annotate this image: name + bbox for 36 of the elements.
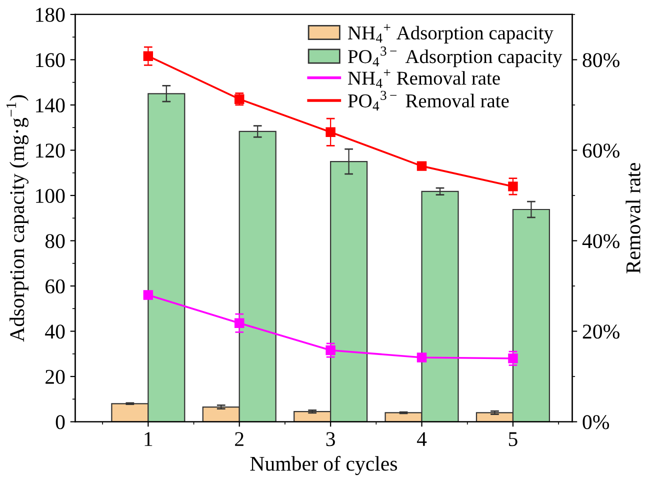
point	[234, 318, 244, 328]
point	[416, 352, 427, 362]
y2-tick-label: 80%	[582, 53, 620, 68]
y-tick-label: 0	[56, 415, 65, 430]
y-tick-label: 60	[46, 279, 65, 294]
point	[508, 182, 518, 192]
point	[143, 290, 154, 300]
legend-label: NH$_{4}$$^{+}$ Adsorption capacity	[348, 24, 554, 44]
point	[326, 345, 336, 356]
y-tick-label: 20	[46, 370, 65, 384]
y-tick-label: 180	[36, 8, 65, 22]
point	[416, 161, 427, 171]
x-axis-title: Number of cycles	[250, 456, 398, 476]
y-tick-label: 160	[36, 53, 65, 68]
x-tick-label: 2	[235, 432, 244, 446]
y-tick-label: 40	[45, 324, 65, 339]
legend-label: PO$_{4}$$^{3−}$ Adsorption capacity	[348, 46, 562, 68]
y2-axis-title: Removal rate	[626, 163, 640, 274]
legend-label: NH$_{4}$$^{+}$ Removal rate	[348, 69, 500, 88]
x-tick-label: 5	[508, 432, 518, 446]
y-tick-label: 140	[36, 98, 65, 112]
y2-tick-label: 60%	[582, 144, 620, 158]
x-tick-label: 1	[144, 432, 152, 446]
point	[143, 51, 154, 61]
y2-tick-label: 0%	[582, 415, 610, 430]
y-tick-label: 80	[45, 234, 65, 248]
y2-tick-label: 40%	[582, 234, 620, 248]
x-tick-label: 3	[326, 432, 335, 446]
y2-tick-label: 20%	[582, 324, 620, 339]
y-axis-title: Adsorption capacity (mg·g$^{−1}$)	[6, 95, 28, 342]
y-tick-label: 120	[36, 144, 65, 158]
y-tick-label: 100	[36, 188, 65, 203]
legend-label: PO$_{4}$$^{3−}$ Removal rate	[348, 90, 509, 110]
point	[508, 354, 518, 364]
point	[326, 127, 336, 137]
x-tick-label: 4	[416, 432, 427, 446]
